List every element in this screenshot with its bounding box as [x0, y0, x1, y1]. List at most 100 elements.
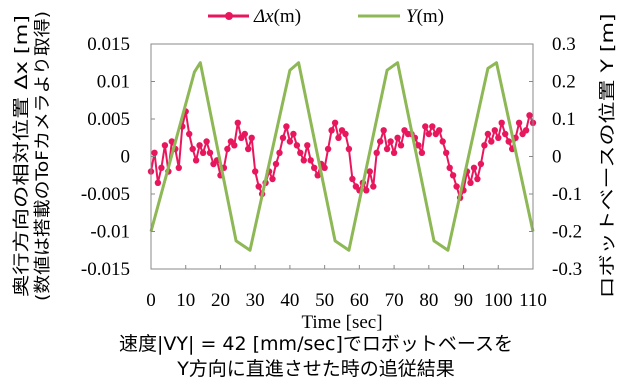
y2-tick-label: 0.3	[552, 34, 576, 55]
series-point	[484, 130, 492, 138]
series-point	[436, 127, 443, 134]
series-point	[418, 149, 426, 156]
series-point	[373, 149, 380, 156]
series-point	[453, 183, 460, 190]
x-tick-label: 30	[246, 290, 265, 311]
legend-dx-marker	[225, 12, 233, 20]
series-point	[363, 187, 370, 194]
series-point	[186, 130, 193, 138]
y2-tick-label: -0.2	[552, 222, 582, 243]
legend-dx-label: Δx(m)	[253, 6, 301, 27]
y1-axis-title: 奥行方向の相対位置 Δx [m] (数値は搭載のToFカメラより取得)	[12, 11, 53, 301]
series-point	[439, 138, 446, 145]
y2-tick-label: 0.2	[552, 72, 576, 93]
y1-tick-label: 0	[121, 147, 131, 168]
x-tick-label: 20	[211, 290, 230, 311]
series-point	[196, 142, 203, 149]
series-point	[324, 145, 332, 153]
y2-axis-title: ロボットベースの位置 Y [m]	[598, 14, 618, 299]
plot-frame	[150, 43, 534, 270]
series-point	[335, 134, 342, 141]
series-point	[206, 149, 214, 156]
series-line-1	[149, 61, 535, 252]
series-point	[415, 142, 422, 149]
series-point	[231, 142, 238, 149]
series-point	[151, 149, 158, 156]
series-point	[370, 183, 377, 190]
series-point	[470, 164, 478, 171]
series-point	[488, 138, 495, 145]
series-point	[474, 175, 481, 183]
series-point	[304, 142, 311, 149]
caption-line-1-text: 速度|VY| = 42 [mm/sec]でロボットベースを	[119, 333, 513, 355]
series-point	[283, 123, 290, 130]
series-point	[522, 127, 530, 134]
y2-tick-label: -0.1	[552, 184, 582, 205]
series-point	[234, 119, 241, 127]
y2-tick-label: 0	[552, 147, 562, 168]
caption-line-2: Y方向に直進させた時の追従結果	[0, 357, 632, 381]
series-point	[161, 142, 169, 149]
series-point	[272, 160, 280, 168]
series-point	[331, 119, 339, 127]
series-point	[446, 164, 453, 171]
x-tick-label: 70	[385, 290, 404, 311]
series-point	[248, 134, 255, 141]
series-point	[154, 179, 162, 186]
series-point	[192, 157, 200, 164]
axis-layer: 0 10 20 30 40 50 60 70 80 90 100 110 0.015 0.01 0.005 0…	[81, 34, 582, 311]
x-tick-label: 40	[280, 290, 299, 311]
series-point	[526, 112, 533, 119]
series-layer	[147, 61, 537, 252]
y1-axis-title-line1: 奥行方向の相対位置 Δx [m]	[12, 15, 32, 297]
series-point	[377, 138, 384, 145]
series-point	[311, 164, 318, 171]
series-point	[394, 134, 401, 141]
x-tick-label: 50	[315, 290, 334, 311]
series-point	[279, 134, 287, 141]
series-point	[203, 138, 210, 145]
series-point	[328, 127, 335, 134]
y1-tick-label: 0.005	[87, 109, 130, 130]
x-tick-label: 100	[484, 290, 513, 311]
series-point	[168, 138, 175, 145]
series-point	[383, 145, 391, 153]
y1-tick-label: 0.01	[97, 72, 130, 93]
legend-y-label: Y(m)	[406, 6, 444, 27]
series-point	[342, 130, 349, 138]
series-point	[349, 175, 356, 183]
y1-axis-title-line2: (数値は搭載のToFカメラより取得)	[33, 11, 53, 301]
series-point	[491, 127, 498, 134]
x-tick-label: 110	[519, 290, 547, 311]
series-point	[498, 119, 505, 127]
series-point	[321, 164, 328, 171]
y2-tick-label: 0.1	[552, 109, 576, 130]
series-point	[300, 157, 307, 164]
series-point	[380, 127, 387, 134]
series-point	[505, 138, 512, 145]
series-point	[443, 149, 450, 156]
x-tick-label: 80	[419, 290, 438, 311]
caption-line-1: 速度|VY| = 42 [mm/sec]でロボットベースを	[0, 332, 632, 356]
x-tick-label: 60	[350, 290, 369, 311]
legend: Δx(m) Y(m)	[208, 6, 444, 27]
y1-tick-label: -0.005	[81, 184, 130, 205]
series-point	[387, 138, 394, 145]
series-point	[175, 164, 182, 171]
series-point	[158, 164, 165, 171]
series-point	[422, 123, 429, 130]
series-point	[286, 138, 294, 145]
y2-tick-label: -0.3	[552, 259, 582, 280]
series-point	[245, 145, 252, 153]
y1-tick-label: 0.015	[87, 34, 130, 55]
x-tick-label: 0	[146, 290, 156, 311]
series-point	[199, 149, 207, 156]
series-point	[515, 119, 523, 127]
x-axis-title: Time [sec]	[301, 312, 382, 333]
series-point	[502, 130, 509, 138]
series-point	[366, 168, 373, 175]
series-point	[425, 130, 432, 138]
x-tick-label: 90	[454, 290, 473, 311]
series-point	[397, 142, 405, 149]
